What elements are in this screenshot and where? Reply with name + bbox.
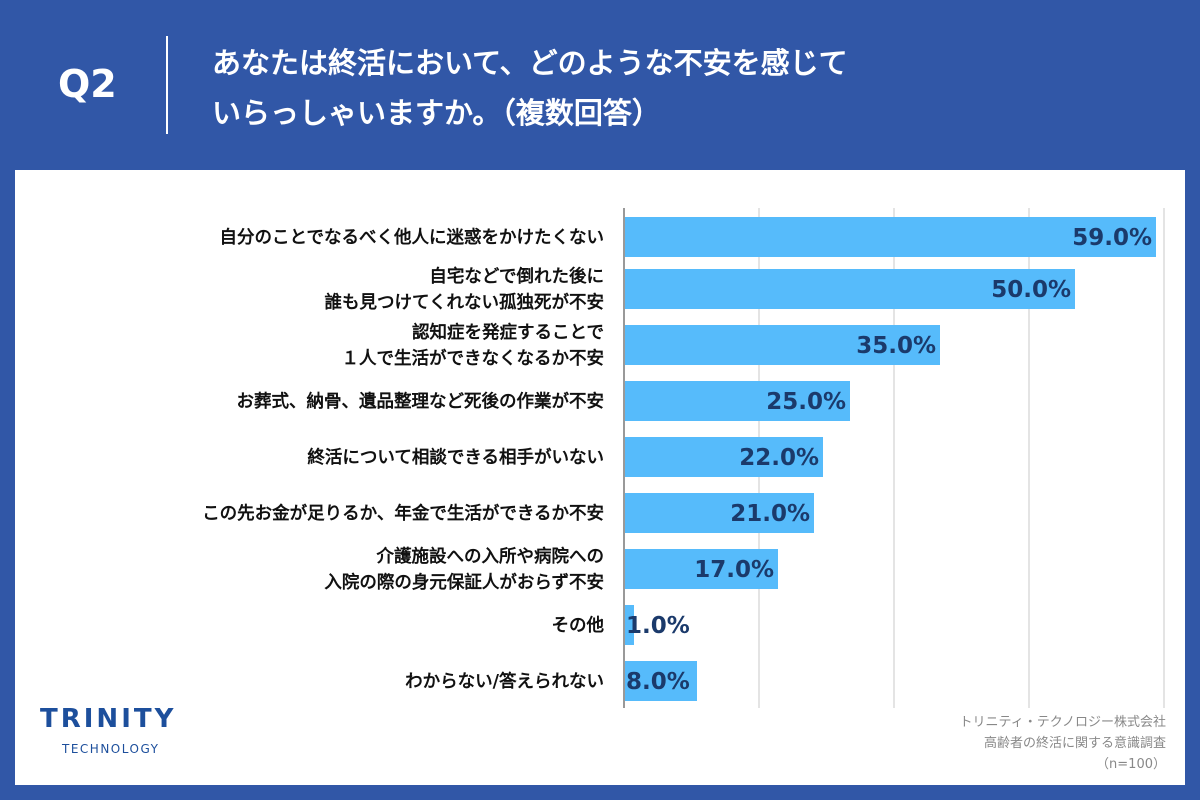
category-label: その他 [552, 615, 605, 636]
bar [625, 269, 1075, 309]
logo-sub: TECHNOLOGY [62, 742, 160, 756]
question-number: Q2 [58, 62, 117, 106]
category-label: 介護施設への入所や病院への [376, 546, 605, 567]
sample-size: （n=100） [1096, 757, 1166, 772]
logo: TRINITY [40, 704, 177, 734]
category-label: わからない/答えられない [405, 671, 604, 692]
bar [625, 661, 697, 701]
source-survey: 高齢者の終活に関する意識調査 [983, 736, 1166, 751]
bar [625, 325, 940, 365]
value-label: 50.0% [991, 277, 1071, 303]
category-label: この先お金が足りるか、年金で生活ができるか不安 [202, 503, 604, 524]
value-label: 22.0% [739, 445, 819, 471]
value-label: 1.0% [626, 613, 690, 639]
value-label: 59.0% [1072, 225, 1152, 251]
divider [166, 36, 168, 134]
category-label: お葬式、納骨、遺品整理など死後の作業が不安 [237, 391, 605, 412]
category-label: 自分のことでなるべく他人に迷惑をかけたくない [220, 227, 604, 248]
bar [625, 605, 634, 645]
value-label: 35.0% [856, 333, 936, 359]
value-label: 25.0% [766, 389, 846, 415]
bar [625, 437, 823, 477]
value-label: 17.0% [694, 557, 774, 583]
question-title: あなたは終活において、どのような不安を感じて いらっしゃいますか。（複数回答） [212, 46, 848, 130]
category-label: 誰も見つけてくれない孤独死が不安 [325, 292, 604, 313]
value-label: 8.0% [626, 669, 690, 695]
category-label: １人で生活ができなくなるか不安 [342, 348, 605, 369]
category-label: 入院の際の身元保証人がおらず不安 [324, 572, 604, 593]
bar [625, 549, 778, 589]
bar [625, 493, 814, 533]
category-label: 終活について相談できる相手がいない [307, 447, 604, 468]
source-company: トリニティ・テクノロジー株式会社 [959, 715, 1166, 730]
source-note: トリニティ・テクノロジー株式会社 高齢者の終活に関する意識調査 （n=100） [960, 712, 1166, 775]
bar [625, 381, 850, 421]
value-label: 21.0% [730, 501, 810, 527]
bar [625, 217, 1156, 257]
category-label: 認知症を発症することで [412, 322, 604, 343]
category-label: 自宅などで倒れた後に [429, 266, 604, 287]
